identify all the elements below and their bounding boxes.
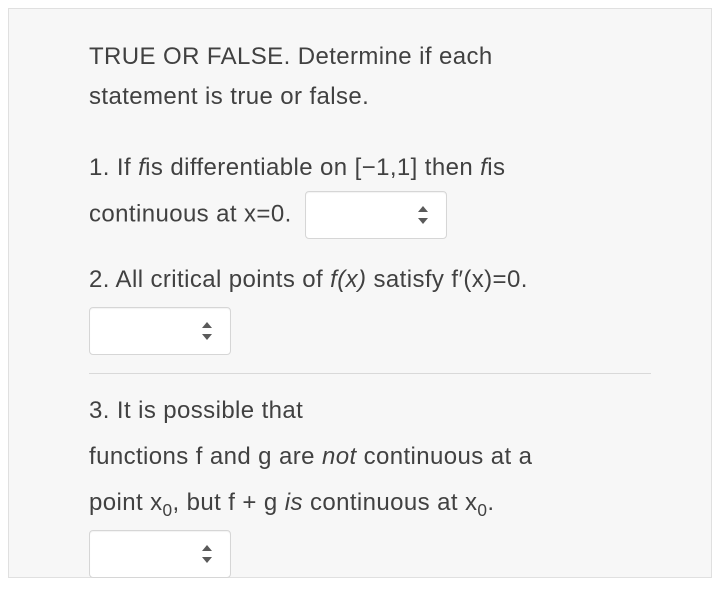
q3-line3d: .: [487, 489, 494, 516]
q2-select[interactable]: [89, 307, 231, 355]
q3-sub0a: 0: [163, 500, 173, 520]
instructions-line1: TRUE OR FALSE. Determine if each: [89, 43, 493, 70]
updown-icon: [200, 545, 214, 563]
instructions: TRUE OR FALSE. Determine if each stateme…: [89, 37, 651, 117]
question-3: 3. It is possible that functions f and g…: [89, 373, 651, 578]
q2-prefix: 2. All critical points of: [89, 266, 330, 293]
q1-mid2: is: [487, 154, 505, 181]
updown-icon: [200, 322, 214, 340]
instructions-line2: statement is true or false.: [89, 83, 369, 110]
q3-is: is: [285, 489, 303, 516]
q3-line3c: continuous at x: [303, 489, 478, 516]
question-card: TRUE OR FALSE. Determine if each stateme…: [8, 8, 712, 578]
question-2: 2. All critical points of f(x) satisfy f…: [89, 257, 651, 355]
q3-line3a: point x: [89, 489, 163, 516]
q3-line1: 3. It is possible that: [89, 397, 303, 424]
q3-select[interactable]: [89, 530, 231, 578]
q1-line2: continuous at x=0.: [89, 200, 292, 227]
q1-text-prefix: 1. If: [89, 154, 138, 181]
q3-sub0b: 0: [477, 500, 487, 520]
q1-select[interactable]: [305, 191, 447, 239]
q3-line3b: , but f + g: [173, 489, 285, 516]
q2-mid: satisfy f′(x)=0.: [366, 266, 527, 293]
updown-icon: [416, 206, 430, 224]
q3-not: not: [322, 443, 357, 470]
question-1: 1. If fis differentiable on [−1,1] then …: [89, 145, 651, 239]
q3-line2a: functions f and g are: [89, 443, 322, 470]
q1-mid1: is differentiable on [−1,1] then: [145, 154, 480, 181]
q3-line2b: continuous at a: [357, 443, 533, 470]
q2-fx: f(x): [330, 266, 366, 293]
